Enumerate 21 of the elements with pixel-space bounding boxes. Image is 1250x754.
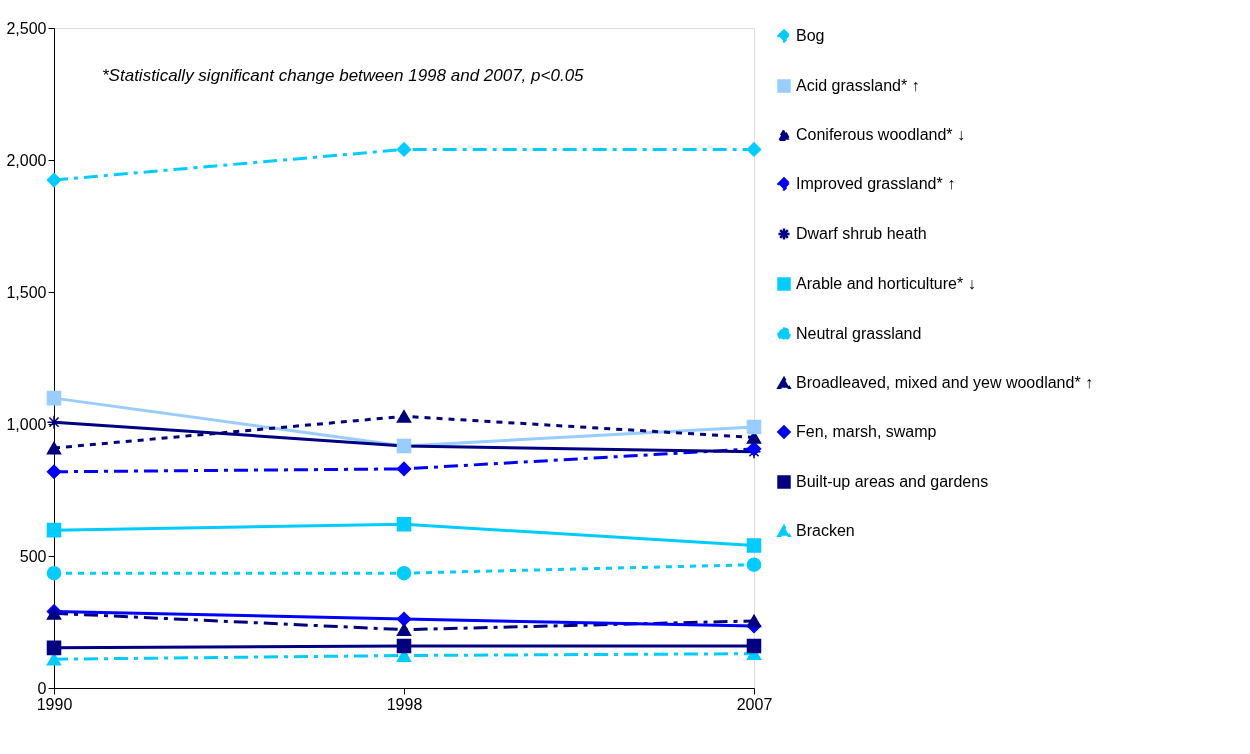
- legend-label: Arable and horticulture* ↓: [796, 275, 976, 292]
- legend-label: Built-up areas and gardens: [796, 473, 989, 490]
- legend-label: Improved grassland* ↑: [796, 175, 956, 192]
- annotation: *Statistically significant change between 1998 and 2007, p<0.05: [102, 66, 585, 85]
- legend-label: Acid grassland* ↑: [796, 77, 920, 94]
- legend-label: Bracken: [796, 522, 855, 539]
- y-tick-label: 2,000: [6, 151, 47, 169]
- y-tick-label: 2,500: [6, 19, 47, 37]
- x-tick-label: 1990: [36, 695, 73, 713]
- legend-label: Broadleaved, mixed and yew woodland* ↑: [796, 374, 1094, 391]
- y-tick-label: 0: [37, 679, 47, 697]
- legend-label: Bog: [796, 27, 825, 44]
- x-tick-label: 1998: [386, 695, 423, 713]
- legend-label: Fen, marsh, swamp: [796, 423, 937, 440]
- legend-label: Coniferous woodland* ↓: [796, 126, 965, 143]
- y-tick-label: 1,500: [6, 283, 47, 301]
- y-tick-label: 500: [19, 547, 47, 565]
- legend-label: Dwarf shrub heath: [796, 225, 927, 242]
- x-tick-label: 2007: [736, 695, 773, 713]
- legend-label: Neutral grassland: [796, 325, 922, 342]
- y-tick-label: 1,000: [6, 415, 47, 433]
